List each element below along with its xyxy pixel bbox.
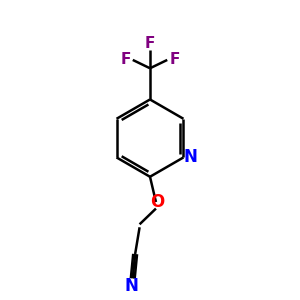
Text: F: F — [120, 52, 130, 68]
Text: N: N — [124, 277, 138, 295]
Text: F: F — [169, 52, 180, 68]
Text: N: N — [184, 148, 198, 166]
Text: O: O — [150, 193, 165, 211]
Text: F: F — [145, 36, 155, 51]
